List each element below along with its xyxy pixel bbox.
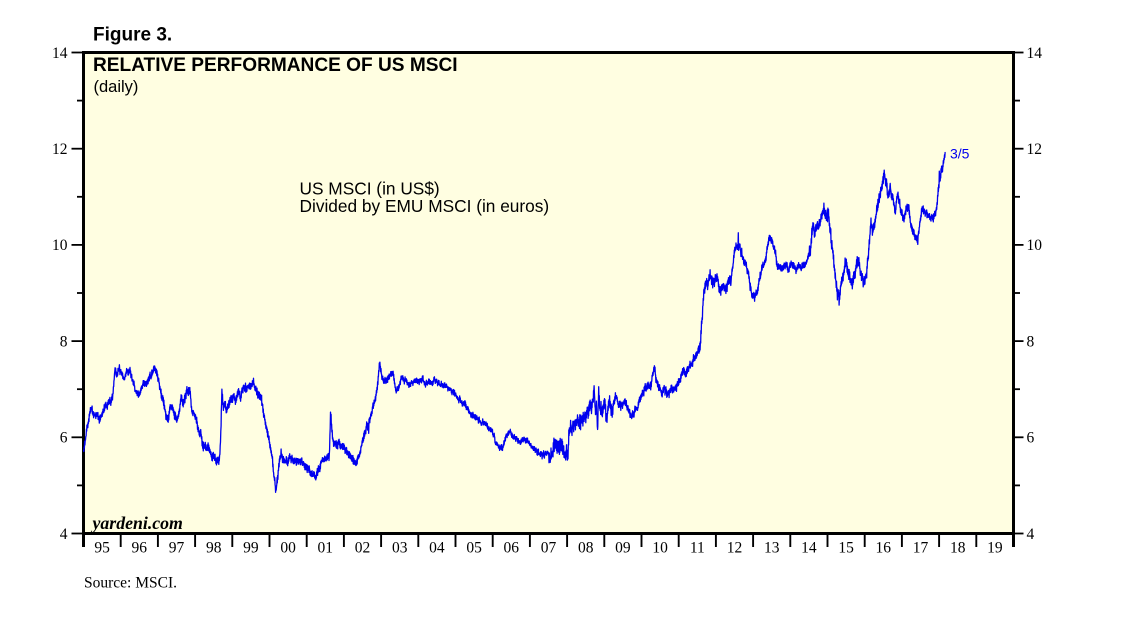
svg-text:00: 00 (280, 540, 296, 557)
svg-text:6: 6 (60, 430, 68, 447)
svg-text:Source: MSCI.: Source: MSCI. (84, 575, 177, 592)
svg-text:4: 4 (1027, 526, 1035, 543)
svg-text:3/5: 3/5 (950, 146, 970, 162)
svg-text:Figure 3.: Figure 3. (93, 24, 172, 45)
svg-text:97: 97 (169, 540, 185, 557)
svg-text:02: 02 (355, 540, 371, 557)
svg-text:99: 99 (243, 540, 259, 557)
svg-text:96: 96 (132, 540, 148, 557)
svg-text:10: 10 (652, 540, 668, 557)
svg-text:16: 16 (876, 540, 892, 557)
svg-text:12: 12 (1027, 141, 1043, 158)
svg-text:05: 05 (466, 540, 482, 557)
svg-text:US MSCI (in US$): US MSCI (in US$) (300, 179, 440, 199)
svg-text:03: 03 (392, 540, 408, 557)
svg-text:8: 8 (60, 333, 68, 350)
svg-text:17: 17 (913, 540, 929, 557)
svg-text:12: 12 (727, 540, 743, 557)
svg-text:18: 18 (950, 540, 966, 557)
svg-text:14: 14 (52, 45, 68, 62)
svg-text:15: 15 (838, 540, 854, 557)
svg-text:04: 04 (429, 540, 445, 557)
svg-text:12: 12 (52, 141, 68, 158)
svg-text:8: 8 (1027, 333, 1035, 350)
svg-text:(daily): (daily) (94, 78, 139, 96)
svg-text:14: 14 (1027, 45, 1043, 62)
svg-text:11: 11 (690, 540, 705, 557)
svg-text:10: 10 (1027, 237, 1043, 254)
svg-text:95: 95 (94, 540, 110, 557)
svg-text:10: 10 (52, 237, 68, 254)
svg-text:14: 14 (801, 540, 817, 557)
svg-text:01: 01 (318, 540, 334, 557)
svg-text:RELATIVE PERFORMANCE OF US MSC: RELATIVE PERFORMANCE OF US MSCI (93, 55, 458, 76)
svg-text:6: 6 (1027, 430, 1035, 447)
svg-text:Divided by EMU MSCI (in euros): Divided by EMU MSCI (in euros) (300, 196, 550, 216)
svg-text:06: 06 (504, 540, 520, 557)
svg-text:19: 19 (987, 540, 1003, 557)
svg-text:13: 13 (764, 540, 780, 557)
svg-text:yardeni.com: yardeni.com (91, 513, 183, 533)
svg-text:98: 98 (206, 540, 222, 557)
svg-text:4: 4 (60, 526, 68, 543)
svg-text:08: 08 (578, 540, 594, 557)
svg-text:07: 07 (541, 540, 557, 557)
svg-text:09: 09 (615, 540, 631, 557)
